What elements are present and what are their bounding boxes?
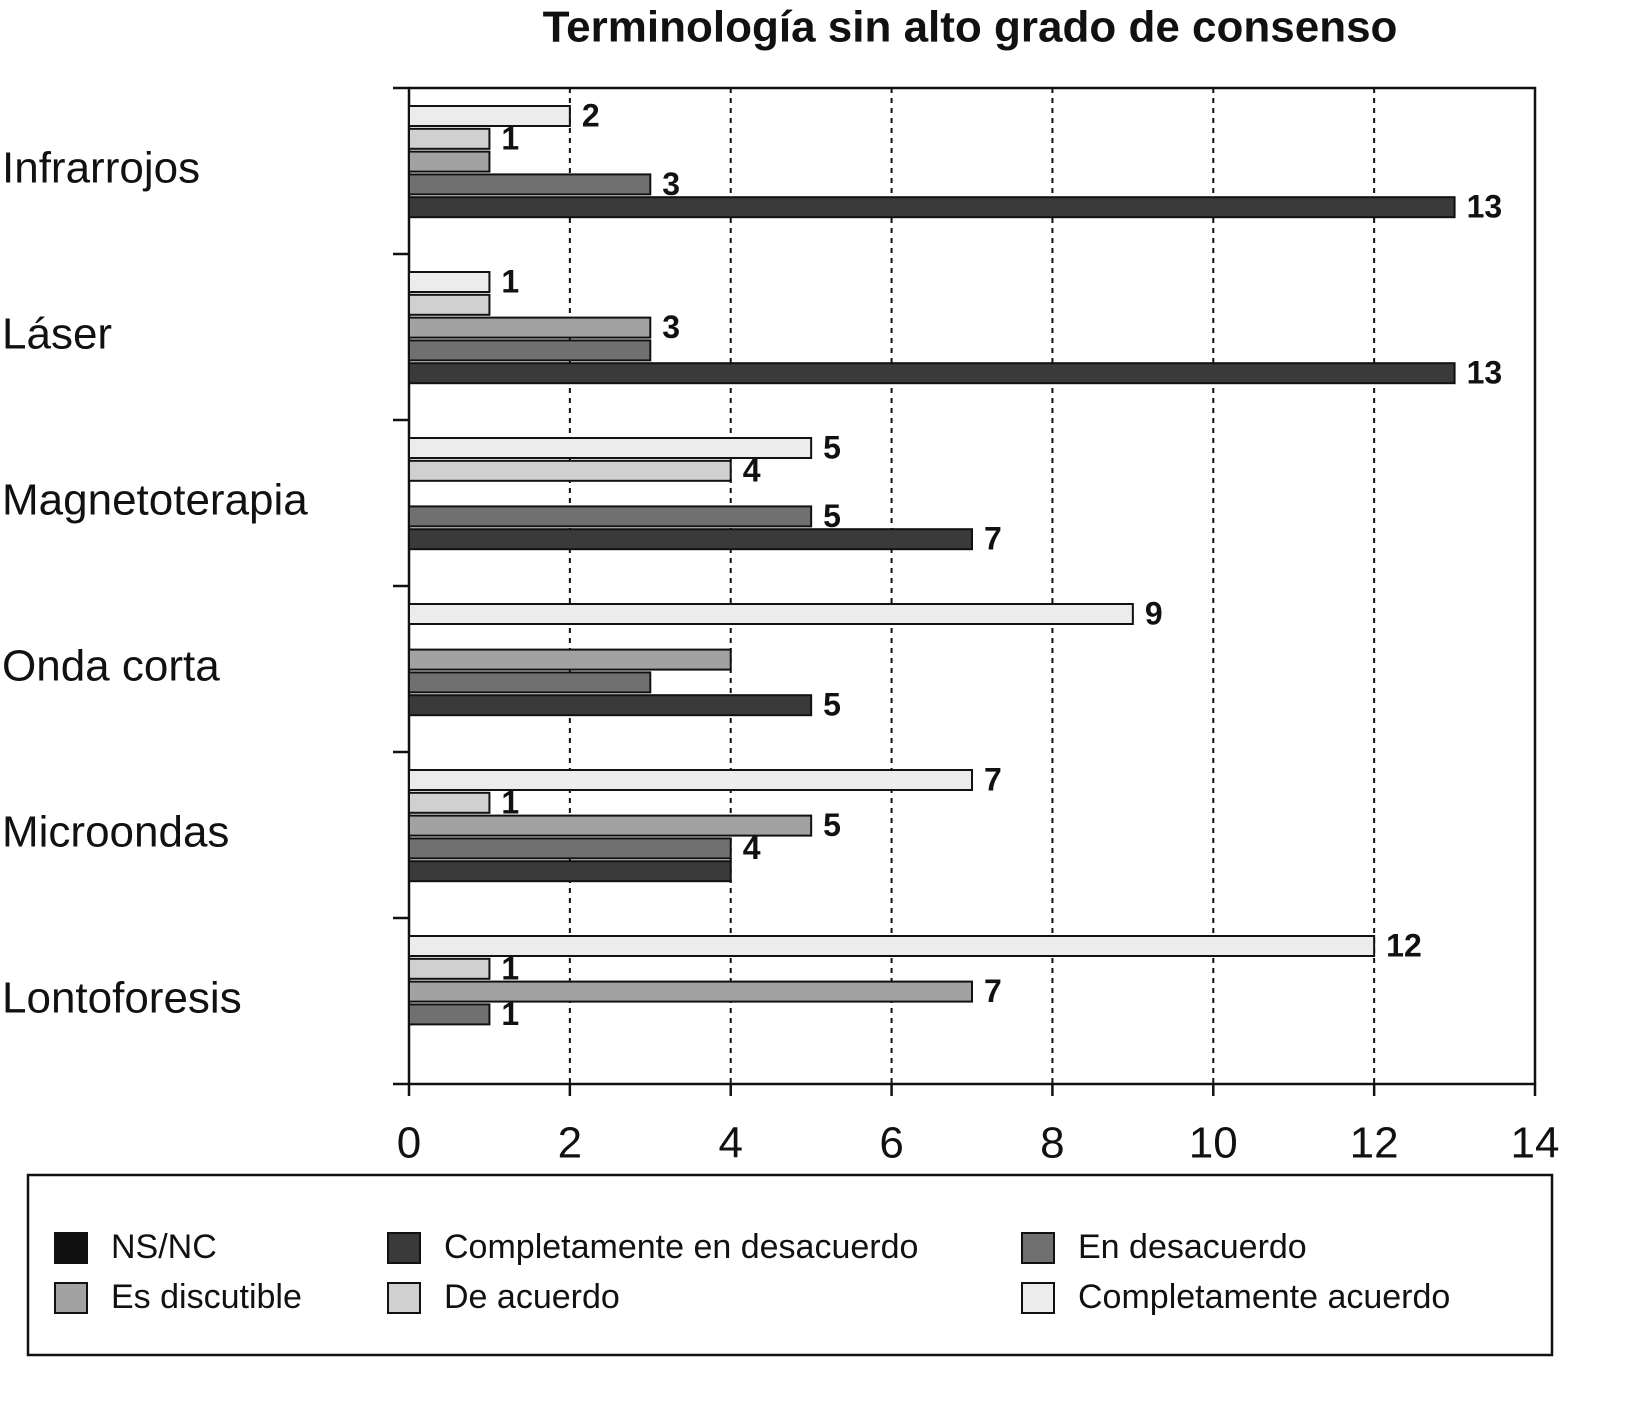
value-label: 1 [501,120,519,156]
chart-title: Terminología sin alto grado de consenso [543,3,1398,52]
x-tick-label: 2 [558,1119,582,1168]
bar [408,316,652,339]
value-label: 3 [662,166,680,202]
legend-swatch [1021,1232,1055,1264]
legend-swatch [54,1232,88,1264]
bar [408,150,491,173]
value-label: 9 [1145,595,1163,631]
x-tick-label: 0 [397,1119,421,1168]
bar [408,459,732,482]
bar [408,603,1134,625]
value-label: 5 [823,498,841,534]
x-tick-label: 12 [1350,1119,1399,1168]
value-label: 5 [823,807,841,843]
value-label: 4 [743,830,761,866]
legend-label: Es discutible [111,1278,302,1316]
legend-label: De acuerdo [444,1278,620,1316]
x-tick-label: 6 [879,1119,903,1168]
y-tick-label: Onda corta [2,642,220,691]
bar [408,437,813,459]
value-label: 1 [501,950,519,986]
bar [408,980,973,1003]
value-label: 13 [1467,189,1503,225]
legend-box [26,1173,1554,1357]
legend-label: NS/NC [111,1228,217,1266]
bar [408,694,813,717]
bar [408,837,732,860]
value-label: 7 [984,521,1002,557]
bar [408,505,813,528]
value-label: 4 [743,452,761,488]
x-tick-label: 14 [1511,1119,1560,1168]
bar [408,957,491,980]
value-label: 3 [662,309,680,345]
y-tick-label: Infrarrojos [2,144,200,193]
value-label: 1 [501,996,519,1032]
bar [408,648,732,671]
bar [408,1003,491,1026]
bar [408,791,491,814]
y-tick-label: Lontoforesis [2,974,242,1023]
bar [408,271,491,293]
bar [408,339,652,362]
legend-swatch [54,1282,88,1314]
y-tick-label: Magnetoterapia [2,476,308,525]
bar [408,127,491,150]
value-label: 7 [984,761,1002,797]
bar [408,293,491,316]
value-label: 2 [582,97,600,133]
plot-frame [407,86,1537,1086]
x-tick-label: 8 [1040,1119,1064,1168]
value-label: 1 [501,263,519,299]
value-label: 5 [823,687,841,723]
legend-swatch [387,1282,421,1314]
bar [408,860,732,883]
y-tick-label: Láser [2,310,112,359]
x-tick-label: 10 [1189,1119,1238,1168]
bar [408,671,652,694]
bar [408,935,1376,957]
value-label: 1 [501,784,519,820]
legend-label: En desacuerdo [1078,1228,1307,1266]
bar [408,769,973,791]
legend-label: Completamente en desacuerdo [444,1228,918,1266]
legend-label: Completamente acuerdo [1078,1278,1450,1316]
y-tick-label: Microondas [2,808,229,857]
legend-swatch [1021,1282,1055,1314]
bar [408,362,1456,385]
bar [408,528,973,551]
value-label: 12 [1386,927,1422,963]
bar [408,105,571,127]
x-tick-label: 4 [718,1119,742,1168]
bar [408,814,813,837]
value-label: 13 [1467,355,1503,391]
bar [408,173,652,196]
value-label: 5 [823,429,841,465]
legend-swatch [387,1232,421,1264]
value-label: 7 [984,973,1002,1009]
bar [408,196,1456,219]
